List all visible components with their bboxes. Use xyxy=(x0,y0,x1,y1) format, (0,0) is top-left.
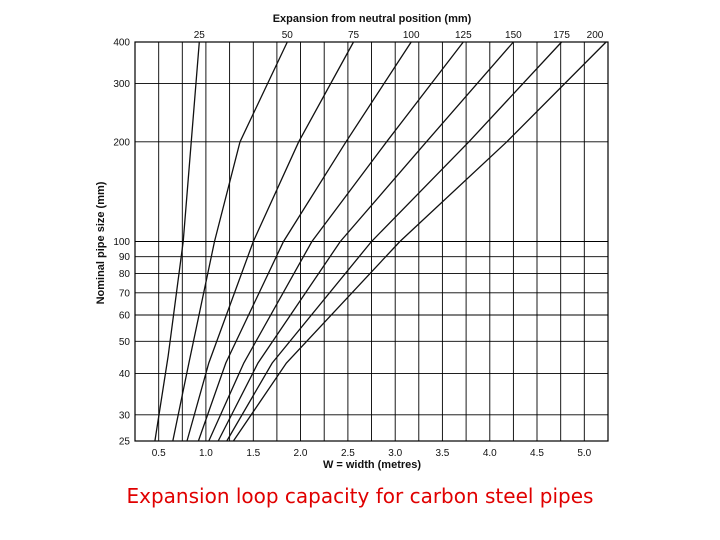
y-tick-label: 40 xyxy=(119,369,131,380)
series-line-25 xyxy=(154,41,200,442)
figure-caption: Expansion loop capacity for carbon steel… xyxy=(126,484,594,508)
y-tick-label: 30 xyxy=(119,410,131,421)
series-line-75 xyxy=(186,41,355,442)
y-tick-label: 90 xyxy=(119,252,131,263)
top-series-label: 200 xyxy=(587,30,604,41)
top-axis-title: Expansion from neutral position (mm) xyxy=(273,13,472,25)
series-line-150 xyxy=(217,41,514,442)
y-tick-label: 25 xyxy=(119,437,131,448)
x-tick-label: 0.5 xyxy=(152,448,166,459)
x-tick-labels: 0.5 1.0 1.5 2.0 2.5 3.0 3.5 4.0 4.5 5.0 xyxy=(152,448,592,459)
x-tick-label: 4.5 xyxy=(530,448,544,459)
y-tick-label: 100 xyxy=(113,237,130,248)
x-tick-label: 1.0 xyxy=(199,448,213,459)
x-tick-label: 3.5 xyxy=(435,448,449,459)
series-line-100 xyxy=(197,41,412,442)
expansion-loop-chart: 0.5 1.0 1.5 2.0 2.5 3.0 3.5 4.0 4.5 5.0 25 30 40 50 6… xyxy=(95,13,609,471)
y-tick-label: 80 xyxy=(119,269,131,280)
series-line-175 xyxy=(226,41,563,442)
top-series-label: 150 xyxy=(505,30,522,41)
top-series-label: 125 xyxy=(455,30,472,41)
x-tick-label: 4.0 xyxy=(483,448,497,459)
y-tick-label: 70 xyxy=(119,288,131,299)
y-tick-label: 400 xyxy=(113,38,130,49)
x-tick-label: 1.5 xyxy=(246,448,260,459)
x-axis-title: W = width (metres) xyxy=(323,459,421,471)
grid xyxy=(134,41,609,442)
y-tick-labels: 25 30 40 50 60 70 80 90 100 200 300 400 xyxy=(113,38,130,448)
top-series-label: 25 xyxy=(194,30,206,41)
top-series-label: 100 xyxy=(403,30,420,41)
y-tick-label: 300 xyxy=(113,79,130,90)
series-line-200 xyxy=(232,41,607,442)
series-line-50 xyxy=(172,41,288,442)
x-tick-label: 3.0 xyxy=(388,448,402,459)
top-series-label: 175 xyxy=(553,30,570,41)
y-tick-label: 200 xyxy=(113,137,130,148)
top-series-labels: 25 50 75 100 125 150 175 200 xyxy=(194,30,604,41)
x-tick-label: 5.0 xyxy=(577,448,591,459)
top-series-label: 50 xyxy=(282,30,294,41)
series-line-125 xyxy=(208,41,464,442)
x-tick-label: 2.5 xyxy=(341,448,355,459)
x-tick-label: 2.0 xyxy=(294,448,308,459)
y-axis-title: Nominal pipe size (mm) xyxy=(95,181,107,304)
top-series-label: 75 xyxy=(348,30,360,41)
y-tick-label: 50 xyxy=(119,337,131,348)
series-lines xyxy=(154,41,607,442)
y-tick-label: 60 xyxy=(119,311,131,322)
